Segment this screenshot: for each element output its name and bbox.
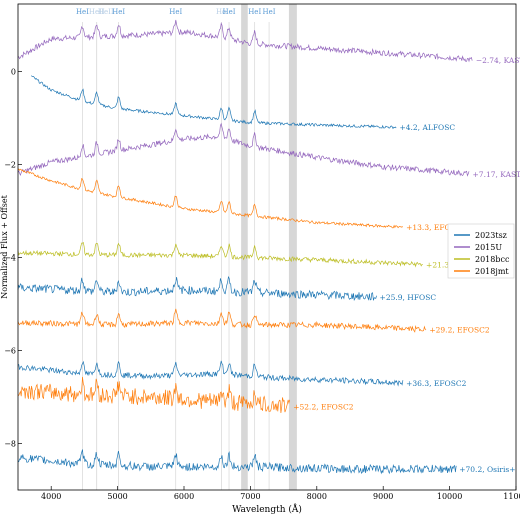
spectra-series: [17, 19, 473, 475]
spectrum-label-9: +70.2, Osiris+: [459, 465, 515, 474]
x-tick-label-7: 11000: [503, 492, 520, 501]
line-id-label-5: Hα: [216, 8, 227, 16]
line-id-label-7: HeI: [248, 8, 261, 16]
spectrum-label-6: +29.2, EFOSC2: [429, 326, 489, 335]
x-tick-label-5: 9000: [373, 492, 393, 501]
spectrum-label-0: −2.74, KAST: [476, 56, 520, 65]
x-axis-ticks: 4000 5000 6000 7000 8000 9000 10000 11000: [41, 486, 520, 501]
spectrum-8: [17, 376, 291, 414]
spectrum-6: [17, 308, 427, 333]
spectrum-9: [17, 449, 457, 475]
legend-label-0: 2023tsz: [475, 231, 507, 240]
line-id-label-1: HeII: [89, 8, 105, 16]
x-tick-label-6: 10000: [437, 492, 462, 501]
x-tick-label-3: 7000: [240, 492, 260, 501]
legend-label-3: 2018jmt: [475, 267, 509, 276]
line-id-label-4: HeI: [169, 8, 182, 16]
y-tick-label-4: −8: [4, 439, 16, 448]
x-axis-label: Wavelength (Å): [232, 503, 302, 515]
x-tick-label-2: 6000: [174, 492, 194, 501]
line-id-label-0: HeI: [76, 8, 89, 16]
spectrum-2: [17, 122, 470, 177]
line-id-label-3: HeI: [112, 8, 125, 16]
legend: 2023tsz 2015U 2018bcc 2018jmt: [447, 223, 515, 279]
telluric-band-1: [288, 4, 297, 490]
y-axis-ticks: 0 −2 −4 −6 −8: [4, 67, 22, 448]
spectrum-4: [17, 241, 423, 268]
spectrum-label-8: +52.2, EFOSC2: [293, 402, 353, 411]
spectrum-1: [31, 75, 397, 130]
y-tick-label-1: −2: [4, 160, 16, 169]
telluric-bands: [241, 4, 297, 490]
y-tick-label-2: −4: [4, 253, 16, 262]
y-tick-label-3: −6: [4, 346, 16, 355]
y-tick-label-0: 0: [11, 67, 16, 76]
plot-frame: [17, 3, 517, 491]
spectrum-label-1: +4.2, ALFOSC: [399, 123, 455, 132]
spectrum-0: [17, 19, 473, 63]
line-id-label-8: HeI: [263, 8, 276, 16]
x-tick-label-4: 8000: [307, 492, 327, 501]
line-id-label-2: HeII: [98, 8, 114, 16]
telluric-band-0: [241, 4, 248, 490]
legend-box: [447, 223, 515, 279]
spectrum-5: [17, 276, 377, 301]
y-axis-label: Normalized Flux + Offset: [0, 194, 9, 298]
spectrum-label-3: +13.3, EFOSC2: [406, 223, 466, 232]
spectrum-label-2: +7.17, KAST: [473, 170, 520, 179]
line-id-label-6: HeI: [223, 8, 236, 16]
x-tick-label-0: 4000: [41, 492, 61, 501]
legend-label-2: 2018bcc: [475, 255, 510, 264]
legend-label-1: 2015U: [475, 243, 502, 252]
spectrum-3: [17, 168, 404, 229]
spectrum-label-5: +25.9, HFOSC: [380, 293, 437, 302]
spectrum-7: [17, 360, 404, 387]
spectrum-label-7: +36.3, EFOSC2: [406, 379, 466, 388]
x-tick-label-1: 5000: [107, 492, 127, 501]
